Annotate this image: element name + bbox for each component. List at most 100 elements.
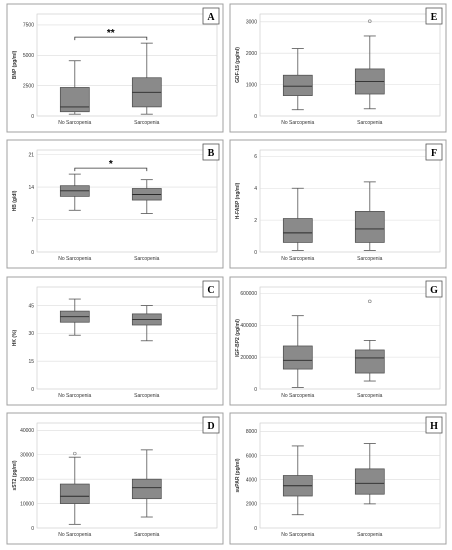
y-tick-label: 14 — [28, 185, 34, 191]
y-axis-title: H-FABP (ng/ml) — [235, 182, 241, 219]
panel-letter: B — [208, 148, 215, 159]
box-body — [354, 468, 385, 495]
box-body — [59, 483, 90, 504]
panel-b: 0 7 14 21 HB (g/dl) No Sarcopenia Sarcopenia * B — [6, 139, 224, 269]
panel-letter-box — [202, 7, 220, 25]
y-tick-label: 0 — [31, 387, 34, 393]
panel-letter-box — [202, 416, 220, 434]
x-category-label: Sarcopenia — [134, 393, 160, 399]
panel-frame — [229, 276, 447, 406]
box-sarcopenia — [354, 19, 385, 110]
y-tick-label: 200000 — [240, 355, 257, 361]
box-body — [282, 218, 313, 243]
y-tick-label: 0 — [254, 387, 257, 393]
y-tick-label: 2000 — [246, 502, 257, 508]
significance-bracket — [74, 36, 148, 41]
x-category-label: No Sarcopenia — [281, 120, 314, 126]
x-category-label: No Sarcopenia — [281, 393, 314, 399]
x-category-label: No Sarcopenia — [281, 532, 314, 538]
outlier-point — [368, 19, 372, 23]
y-tick-label: 2000 — [246, 51, 257, 57]
x-category-label: No Sarcopenia — [58, 256, 91, 262]
y-tick-label: 8000 — [246, 429, 257, 435]
panel-h: 0 2000 4000 6000 8000 suPAR (pg/ml) No Sarcope… — [229, 412, 447, 545]
y-tick-label: 0 — [254, 250, 257, 256]
y-tick-label: 3000 — [246, 20, 257, 26]
panel-frame — [6, 412, 224, 545]
y-tick-label: 4000 — [246, 478, 257, 484]
x-category-label: No Sarcopenia — [58, 532, 91, 538]
y-axis-title: IGF-BP2 (pg/ml) — [235, 319, 241, 357]
y-axis-title: BNP (pg/ml) — [12, 50, 18, 79]
y-tick-label: 600000 — [240, 291, 257, 297]
panel-g: 0 200000 400000 600000 IGF-BP2 (pg/ml) No Sar… — [229, 276, 447, 406]
box-body — [354, 349, 385, 374]
box-sarcopenia — [131, 179, 162, 214]
panel-frame — [229, 3, 447, 133]
box-no-sarcopenia — [282, 445, 313, 516]
y-tick-label: 0 — [31, 526, 34, 532]
y-tick-label: 5000 — [23, 53, 34, 59]
x-category-label: Sarcopenia — [357, 120, 383, 126]
panel-letter-box — [425, 143, 443, 161]
panel-c: 0 15 30 45 HK (%) No Sarcopenia Sarcopenia C — [6, 276, 224, 406]
box-no-sarcopenia — [282, 187, 313, 251]
y-tick-label: 30 — [28, 331, 34, 337]
box-no-sarcopenia — [59, 451, 90, 525]
y-tick-label: 10000 — [20, 501, 34, 507]
outlier-point — [368, 299, 372, 304]
panel-letter: H — [430, 421, 438, 432]
x-category-label: Sarcopenia — [134, 256, 160, 262]
y-tick-label: 15 — [28, 359, 34, 365]
y-axis-title: sST2 (pg/ml) — [12, 460, 18, 490]
significance-bracket — [74, 167, 148, 172]
y-axis-title: suPAR (pg/ml) — [235, 458, 241, 492]
y-tick-label: 45 — [28, 303, 34, 309]
box-no-sarcopenia — [59, 60, 90, 115]
box-no-sarcopenia — [59, 298, 90, 336]
panel-letter: E — [431, 12, 438, 23]
x-category-label: Sarcopenia — [357, 256, 383, 262]
box-sarcopenia — [131, 42, 162, 115]
y-tick-label: 40000 — [20, 428, 34, 434]
y-tick-label: 0 — [31, 114, 34, 120]
box-body — [354, 211, 385, 243]
y-tick-label: 0 — [31, 250, 34, 256]
box-body — [131, 478, 162, 500]
panel-letter-box — [425, 7, 443, 25]
x-category-label: No Sarcopenia — [281, 256, 314, 262]
y-tick-label: 1000 — [246, 82, 257, 88]
panel-a: 0 2500 5000 7500 BNP (pg/ml) No Sarcopenia Sar… — [6, 3, 224, 133]
panel-letter-box — [425, 280, 443, 298]
box-no-sarcopenia — [59, 173, 90, 211]
box-body — [282, 345, 313, 370]
y-axis-title: HK (%) — [12, 329, 18, 346]
panel-letter: C — [207, 285, 214, 296]
panel-frame — [6, 139, 224, 269]
panel-d: 0 10000 20000 30000 40000 sST2 (pg/ml) No Sarc… — [6, 412, 224, 545]
box-body — [59, 87, 90, 113]
significance-label: ** — [107, 28, 115, 39]
significance-label: * — [109, 159, 113, 170]
panel-letter: G — [430, 285, 438, 296]
x-category-label: No Sarcopenia — [58, 393, 91, 399]
y-axis-title: HB (g/dl) — [12, 190, 18, 211]
y-tick-label: 0 — [254, 114, 257, 120]
box-sarcopenia — [354, 181, 385, 251]
panel-frame — [229, 139, 447, 269]
y-tick-label: 7 — [31, 217, 34, 223]
panel-f: 0 2 4 6 H-FABP (ng/ml) No Sarcopenia Sarcopeni… — [229, 139, 447, 269]
box-sarcopenia — [131, 305, 162, 342]
y-tick-label: 21 — [28, 152, 34, 158]
y-tick-label: 6 — [254, 154, 257, 160]
y-tick-label: 30000 — [20, 453, 34, 459]
panel-letter: F — [431, 148, 437, 159]
y-tick-label: 0 — [254, 526, 257, 532]
box-no-sarcopenia — [282, 48, 313, 111]
x-category-label: Sarcopenia — [357, 393, 383, 399]
panel-frame — [6, 3, 224, 133]
panel-letter-box — [202, 280, 220, 298]
x-category-label: No Sarcopenia — [58, 120, 91, 126]
panel-letter-box — [202, 143, 220, 161]
